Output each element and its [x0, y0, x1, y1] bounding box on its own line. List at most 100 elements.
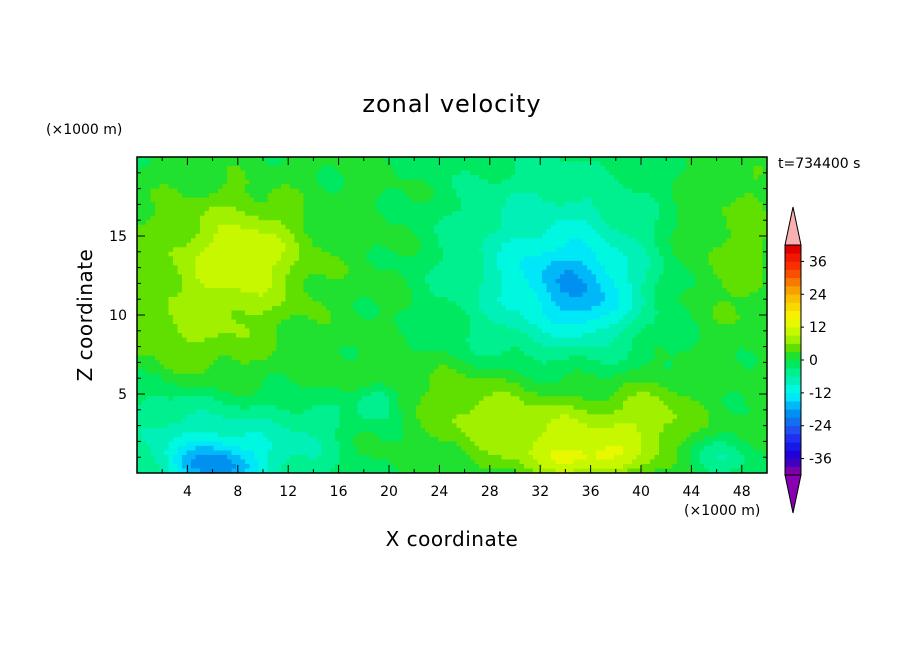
field-cell — [749, 247, 755, 253]
field-cell — [317, 278, 323, 284]
field-cell — [177, 206, 183, 212]
field-cell — [618, 233, 624, 239]
field-cell — [245, 157, 251, 163]
field-cell — [213, 233, 219, 239]
field-cell — [735, 188, 741, 194]
field-cell — [200, 166, 206, 172]
field-cell — [321, 278, 327, 284]
field-cell — [668, 247, 674, 253]
field-cell — [362, 274, 368, 280]
field-cell — [276, 188, 282, 194]
field-cell — [618, 283, 624, 289]
field-cell — [546, 242, 552, 248]
field-cell — [245, 206, 251, 212]
field-cell — [506, 256, 512, 262]
field-cell — [209, 161, 215, 167]
field-cell — [218, 296, 224, 303]
field-cell — [699, 242, 705, 248]
field-cell — [438, 301, 444, 307]
field-cell — [434, 175, 440, 181]
field-cell — [555, 287, 561, 294]
field-cell — [281, 206, 287, 212]
field-cell — [173, 269, 179, 275]
field-cell — [605, 310, 611, 316]
field-cell — [519, 292, 525, 298]
field-cell — [636, 229, 642, 235]
field-cell — [479, 188, 485, 194]
field-cell — [380, 233, 386, 239]
field-cell — [474, 296, 480, 303]
field-cell — [452, 238, 458, 244]
field-cell — [357, 265, 363, 271]
field-cell — [753, 197, 759, 203]
field-cell — [141, 170, 147, 176]
field-cell — [227, 188, 233, 194]
field-cell — [366, 301, 372, 307]
field-cell — [704, 287, 710, 294]
field-cell — [290, 278, 296, 284]
field-cell — [681, 238, 687, 244]
field-cell — [537, 224, 543, 230]
field-cell — [569, 251, 575, 257]
field-cell — [564, 220, 570, 226]
field-cell — [137, 310, 143, 316]
field-cell — [528, 157, 534, 163]
field-cell — [695, 274, 701, 280]
field-cell — [155, 197, 161, 203]
field-cell — [330, 184, 336, 190]
field-cell — [245, 238, 251, 244]
field-cell — [200, 287, 206, 294]
field-cell — [609, 179, 615, 185]
field-cell — [668, 202, 674, 208]
field-cell — [659, 233, 665, 239]
field-cell — [141, 215, 147, 221]
field-cell — [276, 292, 282, 298]
field-cell — [200, 265, 206, 271]
field-cell — [573, 170, 579, 176]
field-cell — [731, 157, 737, 163]
field-cell — [564, 269, 570, 275]
field-cell — [614, 211, 620, 217]
field-cell — [681, 224, 687, 230]
field-cell — [141, 188, 147, 194]
field-cell — [326, 179, 332, 185]
field-cell — [267, 170, 273, 176]
field-cell — [240, 166, 246, 172]
field-cell — [591, 278, 597, 284]
field-cell — [722, 202, 728, 208]
field-cell — [731, 229, 737, 235]
field-cell — [258, 247, 264, 253]
field-cell — [749, 292, 755, 298]
field-cell — [429, 193, 435, 199]
field-cell — [155, 274, 161, 280]
field-cell — [591, 287, 597, 294]
field-cell — [537, 301, 543, 307]
field-cell — [492, 274, 498, 280]
field-cell — [330, 215, 336, 221]
field-cell — [407, 211, 413, 217]
field-cell — [461, 292, 467, 298]
field-cell — [137, 188, 143, 194]
field-cell — [636, 220, 642, 226]
field-cell — [348, 170, 354, 176]
field-cell — [150, 278, 156, 284]
field-cell — [429, 247, 435, 253]
field-cell — [506, 224, 512, 230]
field-cell — [137, 206, 143, 212]
field-cell — [690, 233, 696, 239]
field-cell — [551, 202, 557, 208]
field-cell — [155, 251, 161, 257]
field-cell — [699, 220, 705, 226]
field-cell — [375, 315, 381, 321]
field-cell — [690, 184, 696, 190]
field-cell — [290, 238, 296, 244]
field-cell — [668, 292, 674, 298]
field-cell — [636, 161, 642, 167]
field-cell — [546, 278, 552, 284]
field-cell — [308, 202, 314, 208]
field-cell — [726, 310, 732, 316]
field-cell — [380, 310, 386, 316]
field-cell — [326, 260, 332, 266]
field-cell — [636, 193, 642, 199]
field-cell — [344, 175, 350, 181]
